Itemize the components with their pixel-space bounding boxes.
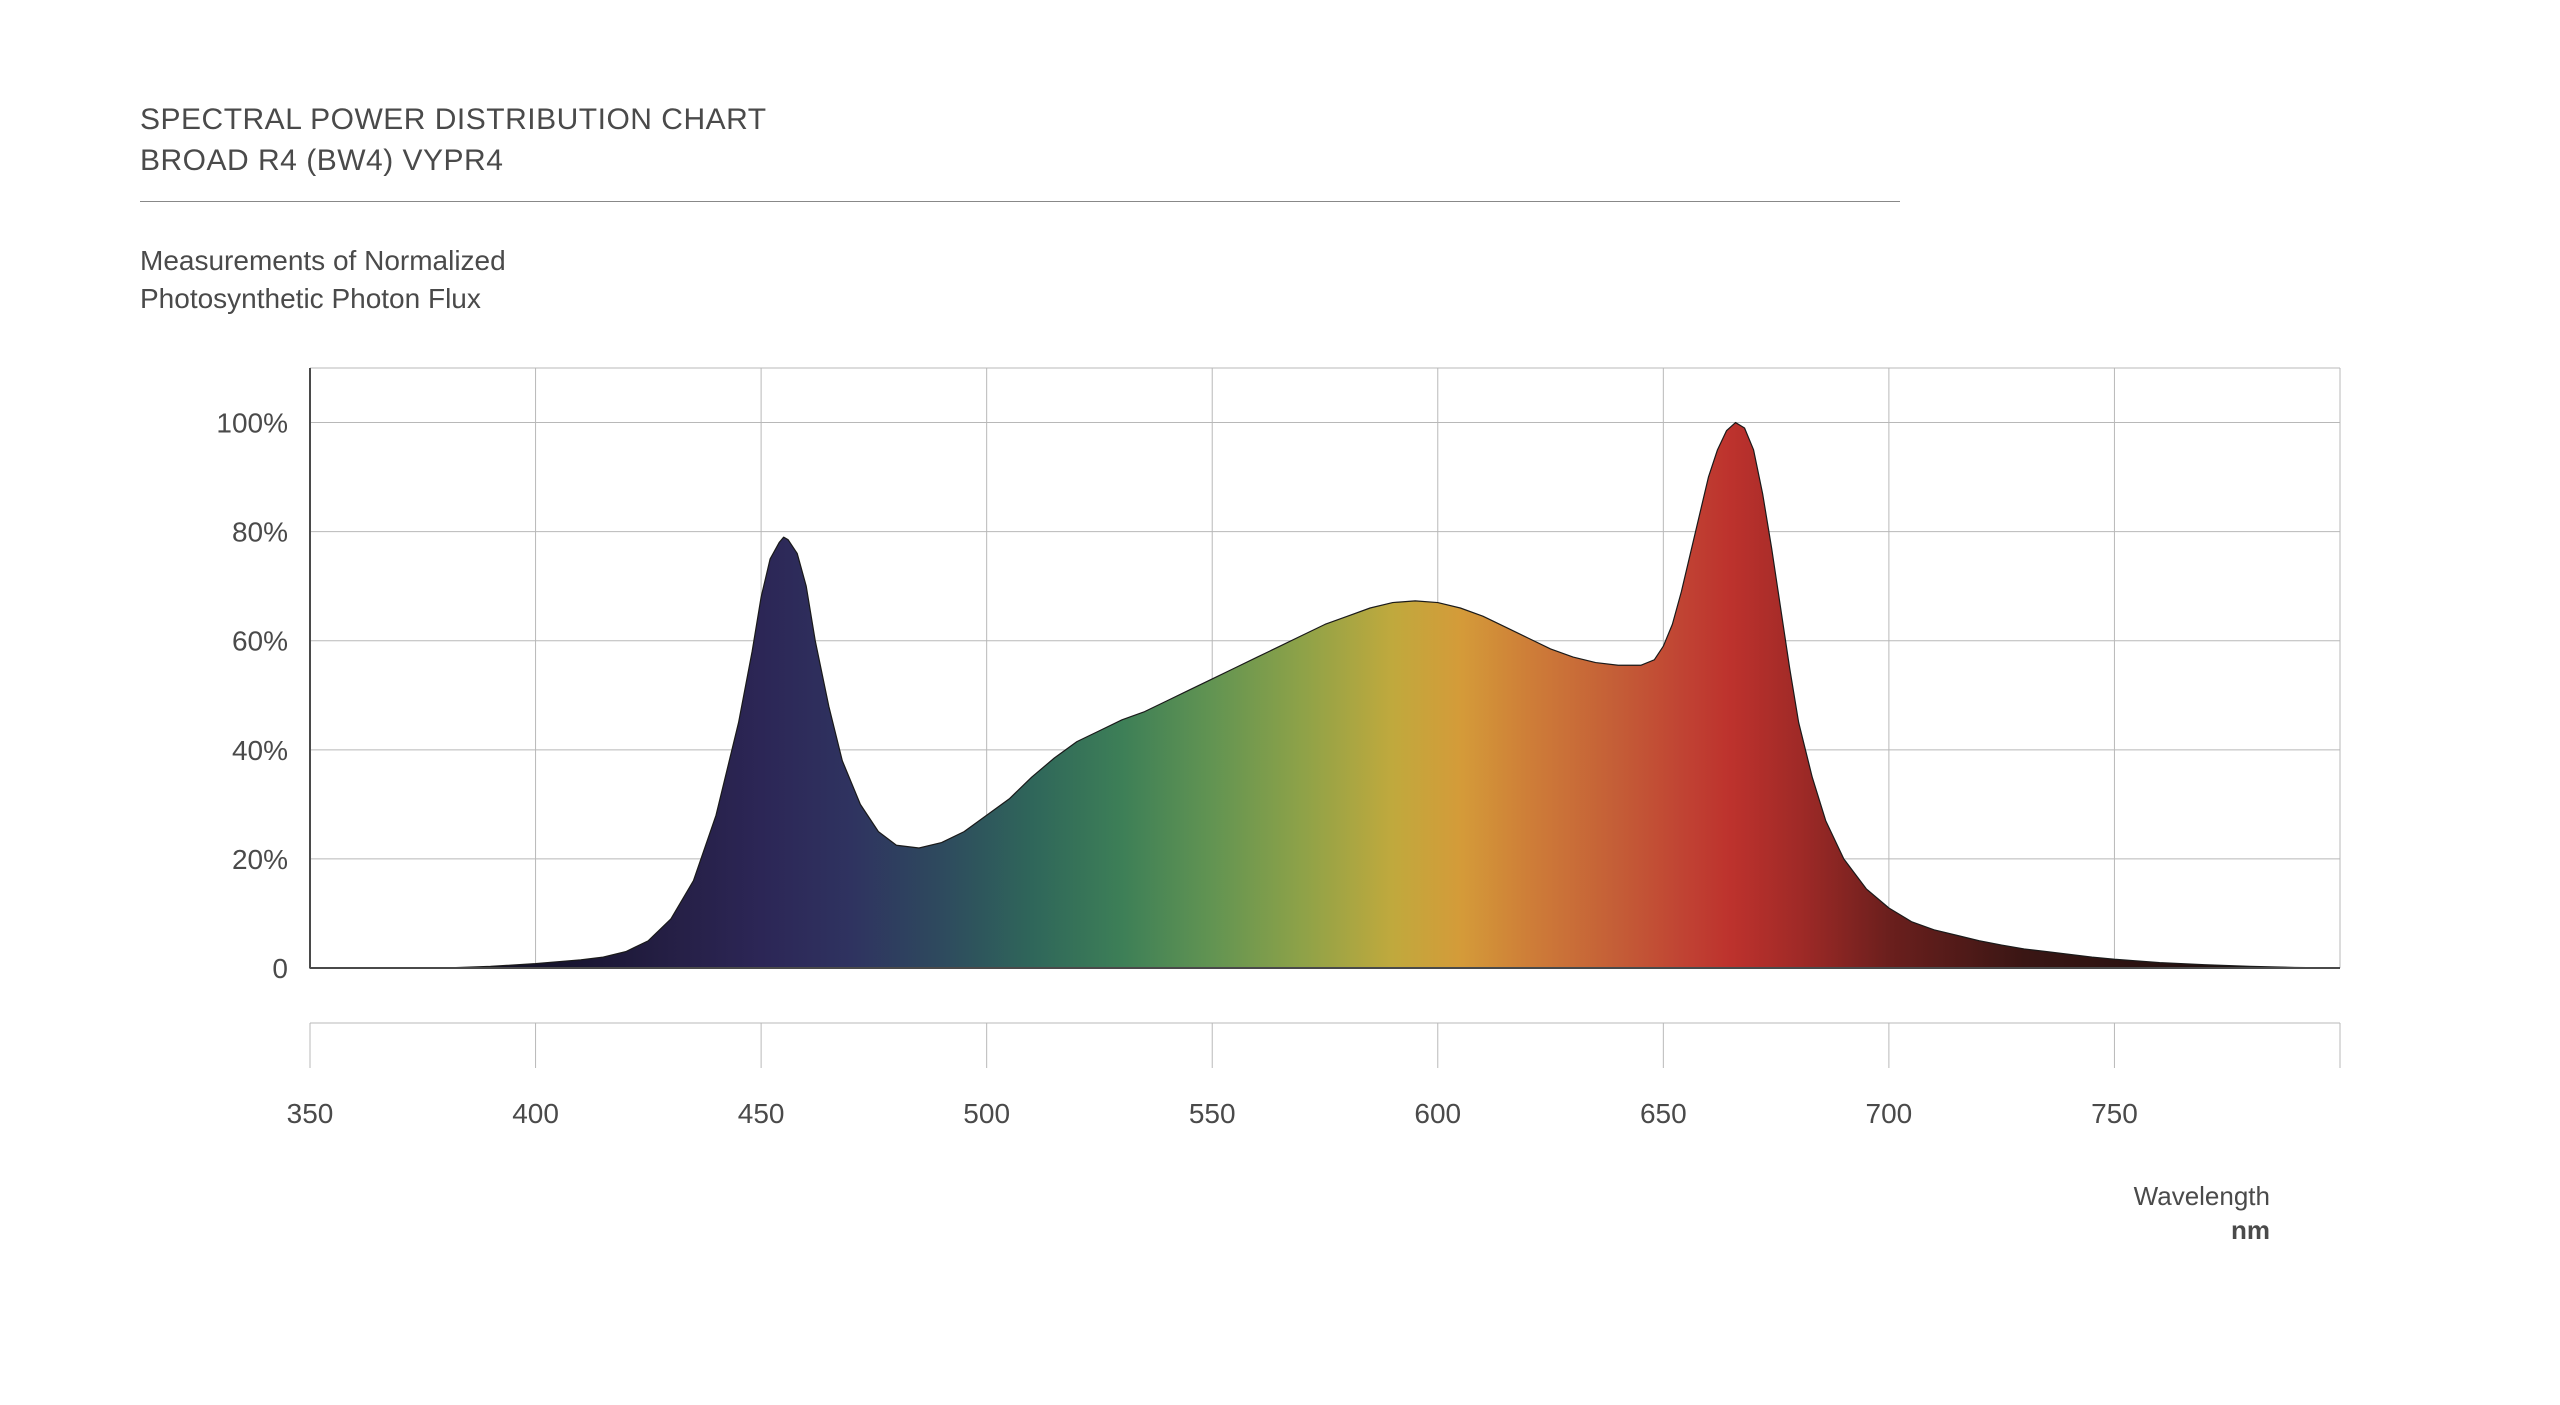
title-divider (140, 201, 1900, 202)
y-tick-label: 60% (232, 625, 288, 656)
page-root: SPECTRAL POWER DISTRIBUTION CHART BROAD … (0, 0, 2560, 1405)
x-tick-label: 450 (738, 1098, 785, 1129)
chart-subtitle: Measurements of Normalized Photosyntheti… (140, 242, 2420, 318)
chart-title-line1: SPECTRAL POWER DISTRIBUTION CHART (140, 100, 2420, 141)
title-block: SPECTRAL POWER DISTRIBUTION CHART BROAD … (140, 100, 2420, 181)
chart-title-line2: BROAD R4 (BW4) VYPR4 (140, 141, 2420, 182)
x-tick-label: 350 (287, 1098, 334, 1129)
x-axis-unit: nm (2134, 1214, 2270, 1248)
x-tick-labels: 350 400 450 500 550 600 650 700 750 (287, 1098, 2138, 1129)
chart-container: 0 20% 40% 60% 80% 100% 350 400 450 500 550 600 650 70… (140, 348, 2420, 1218)
x-axis-label: Wavelength (2134, 1181, 2270, 1211)
y-tick-labels: 0 20% 40% 60% 80% 100% (216, 407, 310, 983)
x-tick-label: 750 (2091, 1098, 2138, 1129)
x-tick-label: 550 (1189, 1098, 1236, 1129)
y-tick-label: 40% (232, 734, 288, 765)
x-tick-label: 400 (512, 1098, 559, 1129)
x-tick-label: 500 (963, 1098, 1010, 1129)
spectrum-area (310, 368, 2340, 968)
y-tick-label: 80% (232, 516, 288, 547)
x-tick-marks (310, 1023, 2340, 1068)
x-tick-label: 650 (1640, 1098, 1687, 1129)
x-axis-caption: Wavelength nm (2134, 1180, 2270, 1248)
spectrum-chart: 0 20% 40% 60% 80% 100% 350 400 450 500 550 600 650 70… (140, 348, 2420, 1218)
y-tick-label: 0 (272, 953, 288, 984)
x-tick-label: 700 (1866, 1098, 1913, 1129)
y-tick-label: 100% (216, 407, 288, 438)
x-tick-label: 600 (1414, 1098, 1461, 1129)
subtitle-line1: Measurements of Normalized (140, 242, 2420, 280)
subtitle-line2: Photosynthetic Photon Flux (140, 280, 2420, 318)
y-tick-label: 20% (232, 844, 288, 875)
